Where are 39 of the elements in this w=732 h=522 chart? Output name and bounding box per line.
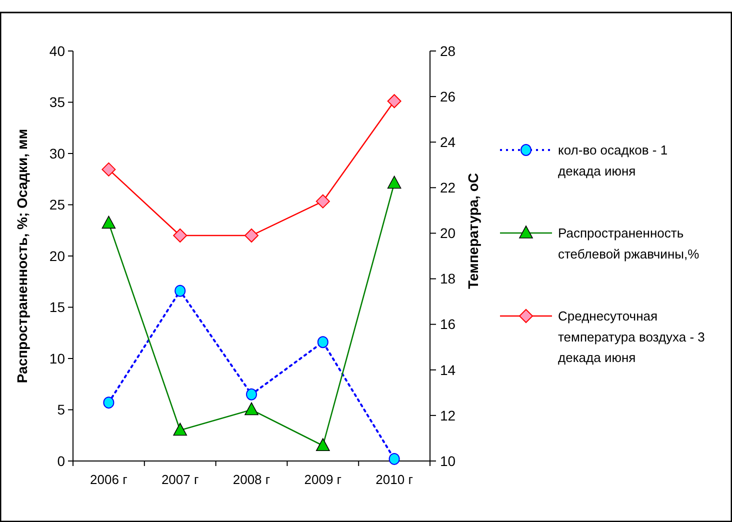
y2-tick-label: 28 bbox=[440, 42, 456, 59]
y-tick-label: 0 bbox=[57, 452, 66, 469]
y2-tick-label: 18 bbox=[440, 270, 456, 287]
y-axis-title: Распространенность, %; Осадки, мм bbox=[14, 128, 30, 384]
point bbox=[174, 284, 186, 297]
y-tick-label: 25 bbox=[49, 196, 66, 213]
point bbox=[173, 228, 188, 242]
y-tick-label: 20 bbox=[49, 248, 66, 264]
y-tick-label: 30 bbox=[49, 145, 66, 162]
legend-label: Распространенность стеблевой ржавчины,% bbox=[558, 226, 700, 262]
legend-label: кол-во осадков - 1 декада июня bbox=[558, 142, 668, 178]
y-tick-label: 15 bbox=[49, 299, 66, 316]
y2-tick-label: 24 bbox=[440, 134, 456, 150]
point bbox=[102, 162, 116, 176]
legend-label: Среднесуточная температура воздуха - 3 декада июня bbox=[558, 308, 705, 366]
x-tick-label: 2008 г bbox=[232, 472, 270, 487]
y2-tick-label: 10 bbox=[440, 452, 456, 469]
y2-tick-label: 16 bbox=[440, 316, 456, 332]
y-tick-label: 40 bbox=[49, 42, 66, 59]
x-tick-label: 2010 г bbox=[376, 472, 414, 487]
y2-tick-label: 12 bbox=[440, 407, 456, 424]
x-tick-label: 2006 г bbox=[90, 472, 128, 487]
y-tick-label: 35 bbox=[49, 94, 66, 110]
y2-tick-label: 14 bbox=[440, 362, 456, 378]
y2-tick-label: 22 bbox=[440, 180, 456, 196]
point bbox=[388, 452, 400, 465]
y2-tick-label: 26 bbox=[440, 88, 456, 104]
point bbox=[387, 94, 402, 108]
y2-tick-label: 20 bbox=[440, 225, 456, 242]
y-tick-label: 10 bbox=[49, 350, 66, 366]
point bbox=[246, 388, 257, 400]
point bbox=[244, 228, 258, 242]
y2-axis-title: Температура, оС bbox=[465, 173, 481, 289]
point bbox=[317, 336, 328, 348]
point bbox=[103, 396, 114, 409]
y-tick-label: 5 bbox=[57, 402, 66, 418]
x-tick-label: 2009 г bbox=[304, 472, 342, 487]
point bbox=[316, 194, 330, 208]
x-tick-label: 2007 г bbox=[161, 472, 199, 487]
